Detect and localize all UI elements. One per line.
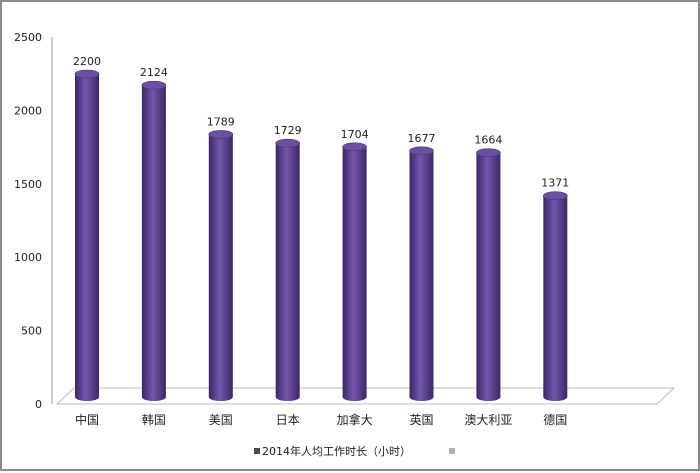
bar (74, 69, 100, 401)
y-tick-label: 1500 (14, 178, 42, 191)
bar (208, 130, 234, 401)
bar-top (275, 138, 301, 148)
bar (342, 142, 367, 401)
bar-body (543, 195, 568, 397)
legend: 2014年人均工作时长（小时） (254, 444, 455, 458)
bar-base (141, 393, 166, 401)
data-label: 2124 (140, 66, 168, 79)
x-tick-label: 澳大利亚 (464, 413, 512, 427)
bar (141, 80, 167, 401)
bar (542, 191, 568, 401)
data-label: 1729 (274, 124, 302, 137)
data-label: 1664 (474, 134, 502, 147)
y-tick-label: 500 (21, 325, 42, 338)
x-tick-label: 韩国 (142, 412, 166, 427)
bar-top (74, 69, 100, 79)
bar-body (141, 85, 166, 397)
bar-base (476, 393, 501, 401)
bar-body (208, 134, 233, 397)
x-tick-label: 加拿大 (337, 412, 373, 427)
bar-base (275, 393, 300, 401)
data-label: 1789 (207, 115, 235, 128)
bar-top (208, 130, 234, 139)
bar-top (542, 191, 568, 201)
y-tick-label: 1000 (14, 251, 42, 264)
legend-swatch (254, 448, 260, 454)
bar-base (409, 393, 434, 401)
bar-base (342, 393, 367, 401)
bar (275, 138, 301, 401)
bar-body (342, 146, 367, 397)
legend-label: 2014年人均工作时长（小时） (262, 444, 411, 458)
bar-top (342, 142, 367, 152)
chart-floor (55, 387, 676, 405)
x-tick-label: 中国 (75, 412, 99, 427)
data-label: 1704 (341, 128, 369, 141)
bar-body (476, 152, 501, 397)
legend-swatch-empty (449, 448, 455, 454)
bar-top (409, 146, 434, 156)
y-tick-label: 2500 (14, 31, 42, 44)
bar-body (409, 150, 434, 397)
bar (409, 146, 434, 401)
data-label: 1371 (541, 177, 569, 190)
x-tick-label: 英国 (409, 413, 433, 427)
bar (476, 148, 501, 401)
x-tick-label: 美国 (209, 413, 233, 427)
bar-body (75, 74, 99, 397)
y-tick-label: 0 (35, 398, 42, 411)
y-tick-label: 2000 (14, 104, 42, 117)
data-label: 1677 (408, 132, 436, 145)
bar-base (543, 393, 568, 401)
bar-top (141, 80, 167, 90)
bar-top (476, 148, 501, 158)
data-label: 2200 (73, 55, 101, 68)
x-tick-label: 德国 (543, 412, 567, 427)
bar-base (75, 393, 99, 401)
x-tick-label: 日本 (276, 413, 300, 427)
bar-body (275, 143, 300, 397)
bar-base (208, 393, 233, 401)
